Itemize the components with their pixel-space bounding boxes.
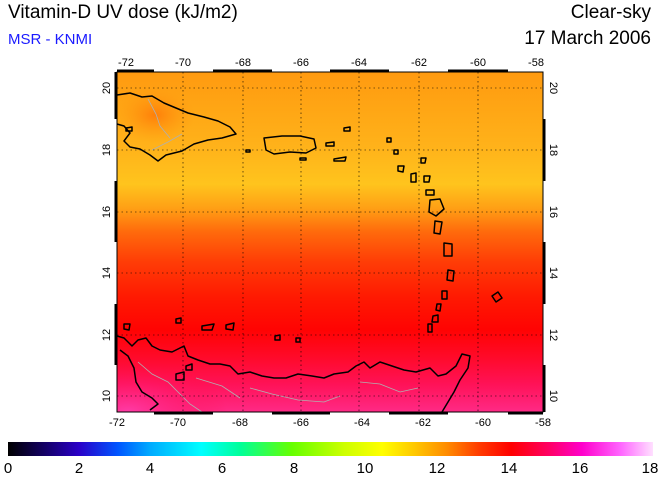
color-scale-label: 18 bbox=[641, 460, 659, 477]
lon-tick-bottom: -58 bbox=[535, 417, 551, 429]
lon-tick-top: -58 bbox=[528, 57, 544, 69]
color-scale-label: 14 bbox=[500, 460, 518, 477]
data-source-label: MSR - KNMI bbox=[8, 31, 93, 48]
lon-tick-bottom: -62 bbox=[415, 417, 431, 429]
lon-tick-top: -66 bbox=[293, 57, 309, 69]
lon-tick-bottom: -60 bbox=[475, 417, 491, 429]
sky-condition-label: Clear-sky bbox=[570, 2, 651, 23]
coastlines bbox=[116, 92, 503, 413]
color-scale-label: 12 bbox=[428, 460, 446, 477]
lon-tick-top: -72 bbox=[118, 57, 134, 69]
lon-tick-top: -62 bbox=[411, 57, 427, 69]
map-plot-area bbox=[115, 72, 543, 412]
lon-tick-top: -60 bbox=[470, 57, 486, 69]
lat-tick-left: 18 bbox=[101, 144, 113, 156]
lat-tick-left: 12 bbox=[101, 329, 113, 341]
lon-tick-top: -70 bbox=[175, 57, 191, 69]
lon-tick-bottom: -70 bbox=[170, 417, 186, 429]
date-label: 17 March 2006 bbox=[524, 28, 651, 49]
lat-tick-right: 16 bbox=[547, 206, 559, 218]
lat-tick-left: 10 bbox=[101, 390, 113, 402]
lat-tick-left: 16 bbox=[101, 206, 113, 218]
color-scale-label: 2 bbox=[74, 460, 84, 477]
graticule bbox=[117, 72, 543, 412]
color-scale-label: 10 bbox=[356, 460, 374, 477]
map-title: Vitamin-D UV dose (kJ/m2) bbox=[8, 2, 238, 23]
lat-tick-right: 20 bbox=[547, 82, 559, 94]
country-borders bbox=[137, 98, 419, 413]
color-scale-label: 16 bbox=[571, 460, 589, 477]
color-scale-label: 6 bbox=[217, 460, 227, 477]
lat-tick-right: 12 bbox=[547, 329, 559, 341]
color-scale-bar bbox=[8, 442, 653, 456]
lon-tick-top: -64 bbox=[351, 57, 367, 69]
lon-tick-bottom: -72 bbox=[109, 417, 125, 429]
lon-tick-top: -68 bbox=[235, 57, 251, 69]
map-border-scale bbox=[114, 69, 546, 415]
lat-tick-right: 18 bbox=[547, 144, 559, 156]
lon-tick-bottom: -68 bbox=[232, 417, 248, 429]
lat-tick-right: 14 bbox=[547, 267, 559, 279]
lon-tick-bottom: -66 bbox=[293, 417, 309, 429]
color-scale-label: 8 bbox=[289, 460, 299, 477]
lon-tick-bottom: -64 bbox=[354, 417, 370, 429]
color-scale-label: 4 bbox=[145, 460, 155, 477]
lat-tick-left: 14 bbox=[101, 267, 113, 279]
lat-tick-right: 10 bbox=[547, 390, 559, 402]
lat-tick-left: 20 bbox=[101, 82, 113, 94]
color-scale-label: 0 bbox=[3, 460, 13, 477]
